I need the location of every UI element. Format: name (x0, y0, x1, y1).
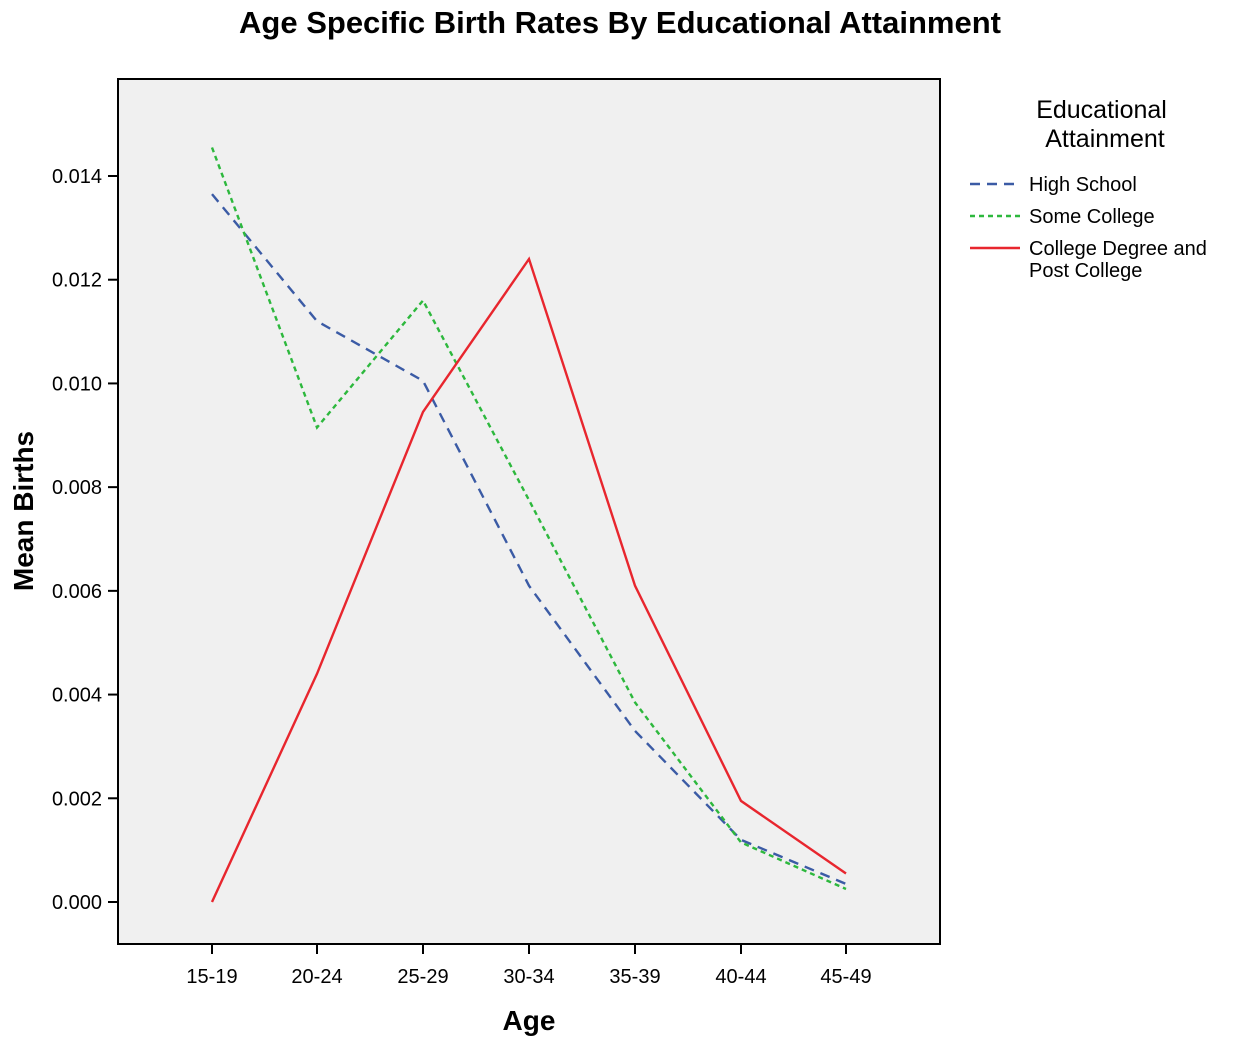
legend-label-line: Post College (1029, 260, 1142, 282)
x-tick-label: 20-24 (291, 966, 342, 988)
x-tick-label: 40-44 (715, 966, 766, 988)
x-axis: 15-19 20-24 25-29 30-34 35-39 40-44 45-49 (186, 944, 872, 988)
y-axis-title: Mean Births (8, 431, 39, 591)
legend-label-line: College Degree and (1029, 238, 1207, 260)
y-tick-label: 0.002 (52, 788, 102, 810)
x-tick-label: 30-34 (503, 966, 554, 988)
y-tick-label: 0.012 (52, 270, 102, 292)
x-tick-label: 35-39 (609, 966, 660, 988)
y-tick-label: 0.004 (52, 685, 102, 707)
legend-title-line-1: Educational (1036, 96, 1167, 124)
y-tick-label: 0.006 (52, 581, 102, 603)
x-tick-label: 45-49 (820, 966, 871, 988)
series-line-1 (211, 193, 847, 886)
plot-area (117, 78, 941, 945)
chart-title: Age Specific Birth Rates By Educational … (239, 5, 1001, 40)
series-lines (210, 147, 847, 903)
legend-items: High School Some College College Degree an… (970, 174, 1207, 282)
y-tick-label: 0.010 (52, 373, 102, 395)
y-axis: 0.000 0.002 0.004 0.006 0.008 0.010 0.012 0.014 (52, 166, 118, 914)
x-tick-label: 15-19 (186, 966, 237, 988)
x-tick-label: 25-29 (397, 966, 448, 988)
series-line-3 (210, 256, 847, 903)
legend-label-1: High School (1029, 174, 1137, 196)
legend-label-line: Some College (1029, 206, 1155, 228)
x-axis-title: Age (503, 1005, 556, 1036)
legend-title-line-2: Attainment (1045, 125, 1165, 153)
y-tick-label: 0.000 (52, 892, 102, 914)
y-tick-label: 0.014 (52, 166, 102, 188)
legend-title: Educational Attainment (1036, 96, 1174, 153)
legend-label-3: College Degree and Post College (1029, 238, 1207, 282)
legend-label-2: Some College (1029, 206, 1155, 228)
series-line-2 (210, 147, 847, 891)
y-tick-label: 0.008 (52, 477, 102, 499)
legend-label-line: High School (1029, 174, 1137, 196)
legend: Educational Attainment High School Some C… (970, 96, 1207, 282)
